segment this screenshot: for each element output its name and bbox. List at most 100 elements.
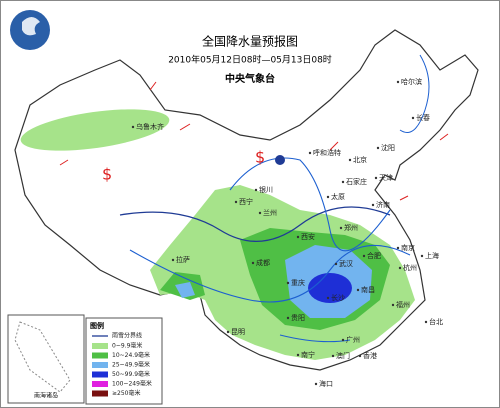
- city-dot: [420, 254, 424, 258]
- city-label: 银川: [259, 185, 273, 194]
- legend-label: 10~24.9毫米: [112, 351, 150, 359]
- city-dot: [339, 226, 343, 230]
- city-dot: [226, 330, 230, 334]
- city-label: 兰州: [263, 208, 277, 217]
- city-dot: [308, 151, 312, 155]
- city-dot: [131, 125, 135, 129]
- inset-frame: [7, 314, 85, 404]
- agency: 中央气象台: [225, 72, 275, 85]
- city-dot: [326, 195, 330, 199]
- city-label: 福州: [396, 300, 410, 309]
- legend-label: 100~249毫米: [112, 380, 152, 388]
- city-label: 西安: [301, 232, 315, 241]
- city-dot: [296, 353, 300, 357]
- city-dot: [341, 338, 345, 342]
- city-label: 天津: [379, 174, 393, 182]
- city-dot: [424, 320, 428, 324]
- city-label: 南京: [401, 243, 415, 252]
- legend-label: 25~49.9毫米: [112, 361, 150, 369]
- city-label: 乌鲁木齐: [136, 122, 164, 131]
- high-pressure-symbol: $: [102, 165, 112, 184]
- city-dot: [251, 261, 255, 265]
- city-label: 郑州: [344, 224, 358, 232]
- city-label: 海口: [319, 379, 333, 388]
- legend-label: 50~99.9毫米: [112, 370, 150, 378]
- legend-swatch: [92, 362, 108, 368]
- city-label: 长春: [416, 113, 430, 122]
- city-label: 哈尔滨: [401, 77, 422, 86]
- city-label: 西宁: [239, 197, 253, 206]
- legend-frame: [85, 317, 163, 405]
- city-dot: [314, 382, 318, 386]
- legend-title: 图例: [90, 321, 104, 330]
- city-dot: [358, 354, 362, 358]
- river: [229, 157, 391, 252]
- city-dot: [341, 180, 345, 184]
- city-dot: [411, 116, 415, 120]
- city-dot: [371, 203, 375, 207]
- city-dot: [396, 246, 400, 250]
- logo-swirl: [22, 17, 40, 36]
- city-dot: [376, 146, 380, 150]
- river: [129, 244, 411, 303]
- city-label: 呼和浩特: [313, 148, 341, 157]
- city-label: 昆明: [231, 328, 245, 336]
- city-label: 澳门: [336, 351, 350, 360]
- city-dot: [331, 354, 335, 358]
- city-dot: [254, 188, 258, 192]
- city-dot: [348, 158, 352, 162]
- low-symbol: [275, 155, 285, 165]
- city-label: 北京: [353, 155, 367, 164]
- legend-line-label: 雨雪分界线: [112, 332, 142, 340]
- city-dot: [296, 235, 300, 239]
- inset-boundary: [14, 321, 71, 393]
- city-dot: [286, 316, 290, 320]
- city-label: 香港: [363, 351, 377, 360]
- city-label: 合肥: [367, 251, 381, 260]
- city-dot: [234, 200, 238, 204]
- city-label: 贵阳: [291, 313, 305, 322]
- city-label: 南昌: [361, 285, 375, 294]
- city-dot: [258, 211, 262, 215]
- city-label: 太原: [331, 192, 345, 201]
- city-dot: [374, 176, 378, 180]
- city-label: 杭州: [403, 263, 417, 272]
- city-dot: [286, 281, 290, 285]
- river: [399, 54, 430, 133]
- city-dot: [391, 303, 395, 307]
- legend-swatch: [92, 352, 108, 359]
- legend-label: ≥250毫米: [112, 389, 140, 397]
- river: [279, 334, 351, 343]
- rain-area-light: [20, 109, 170, 151]
- city-dot: [356, 288, 360, 292]
- city-label: 上海: [425, 251, 439, 260]
- subtitle: 2010年05月12日08时—05月13日08时: [168, 54, 332, 66]
- city-label: 南宁: [301, 350, 315, 359]
- rain-snow-line: [119, 206, 391, 242]
- legend-swatch: [92, 390, 108, 397]
- city-dot: [326, 296, 330, 300]
- city-dot: [396, 80, 400, 84]
- city-label: 拉萨: [176, 255, 190, 264]
- city-label: 成都: [256, 258, 270, 267]
- inset-label: 南海诸岛: [34, 392, 58, 400]
- city-dot: [334, 262, 338, 266]
- legend-swatch: [92, 343, 108, 349]
- city-dot: [171, 258, 175, 262]
- city-dot: [398, 266, 402, 270]
- city-dot: [362, 254, 366, 258]
- city-label: 石家庄: [346, 177, 367, 186]
- city-label: 长沙: [331, 293, 345, 302]
- rain-area-heavy: [175, 282, 195, 298]
- city-label: 济南: [376, 200, 390, 209]
- city-label: 沈阳: [381, 143, 395, 152]
- high-pressure-symbol: $: [255, 148, 265, 167]
- city-label: 广州: [346, 335, 360, 344]
- city-label: 重庆: [291, 278, 305, 287]
- rain-area-torrential: [308, 273, 352, 303]
- legend-swatch: [92, 381, 108, 387]
- city-label: 武汉: [339, 259, 353, 268]
